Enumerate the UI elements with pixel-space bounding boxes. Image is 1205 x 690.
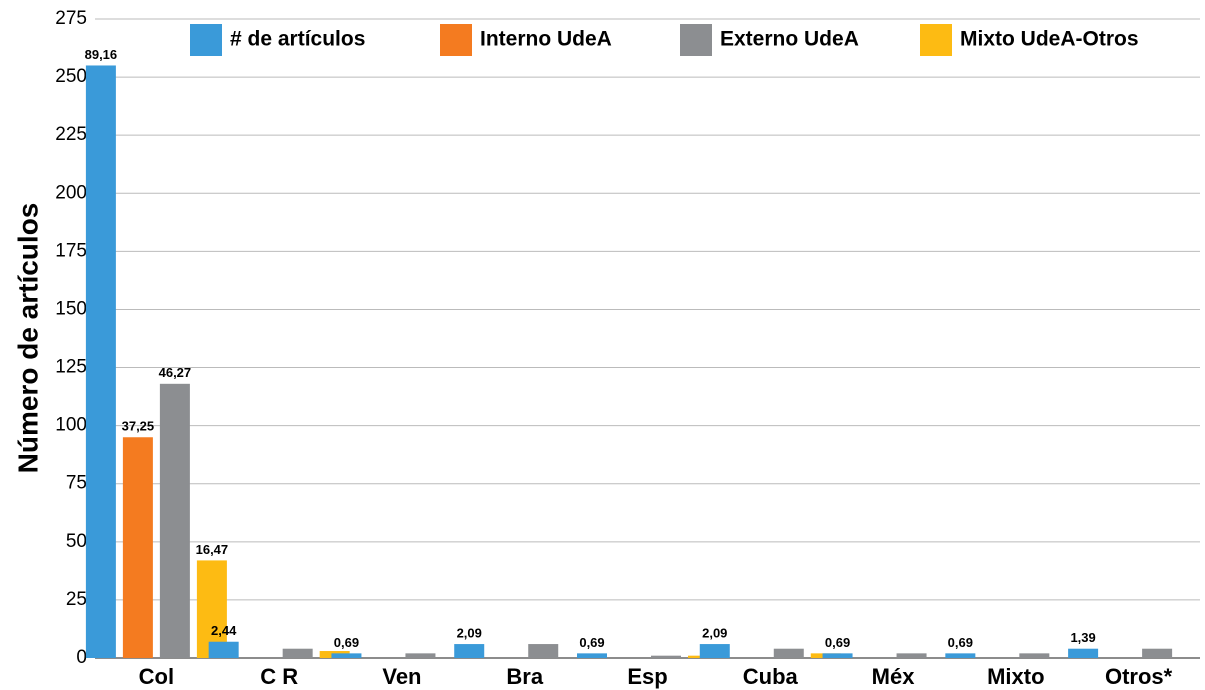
y-tick-label: 125 bbox=[55, 357, 87, 378]
y-tick-label: 75 bbox=[66, 473, 87, 494]
bar bbox=[896, 653, 927, 658]
legend-swatch bbox=[440, 24, 472, 56]
legend-label: Interno UdeA bbox=[480, 28, 612, 51]
percent-label: 0,69 bbox=[825, 635, 850, 650]
legend-label: # de artículos bbox=[230, 28, 365, 51]
legend-swatch bbox=[190, 24, 222, 56]
percent-label: 16,47 bbox=[196, 542, 229, 557]
percent-label: 2,44 bbox=[211, 623, 237, 638]
legend-swatch bbox=[920, 24, 952, 56]
y-tick-label: 50 bbox=[66, 531, 87, 552]
x-tick-label: Méx bbox=[872, 664, 916, 689]
bar bbox=[822, 653, 853, 658]
y-tick-label: 100 bbox=[55, 415, 87, 436]
y-tick-label: 0 bbox=[76, 647, 87, 668]
percent-label: 0,69 bbox=[948, 635, 973, 650]
x-tick-label: Mixto bbox=[987, 664, 1044, 689]
percent-label: 2,09 bbox=[457, 625, 482, 640]
bar bbox=[1142, 648, 1173, 658]
y-tick-label: 250 bbox=[55, 66, 87, 87]
bar bbox=[331, 653, 362, 658]
bar bbox=[122, 437, 153, 658]
bar bbox=[1019, 653, 1050, 658]
y-tick-label: 175 bbox=[55, 240, 87, 261]
y-tick-label: 150 bbox=[55, 298, 87, 319]
bar bbox=[454, 644, 485, 658]
x-tick-label: Col bbox=[139, 664, 174, 689]
percent-label: 2,09 bbox=[702, 625, 727, 640]
legend-label: Mixto UdeA-Otros bbox=[960, 28, 1139, 51]
bar bbox=[528, 644, 559, 658]
y-tick-label: 225 bbox=[55, 124, 87, 145]
percent-label: 46,27 bbox=[159, 365, 192, 380]
percent-label: 1,39 bbox=[1070, 630, 1095, 645]
bar bbox=[1068, 648, 1099, 658]
bar bbox=[208, 641, 239, 658]
x-tick-label: C R bbox=[260, 664, 298, 689]
percent-label: 0,69 bbox=[334, 635, 359, 650]
y-tick-label: 25 bbox=[66, 589, 87, 610]
bar bbox=[159, 383, 190, 658]
y-tick-label: 275 bbox=[55, 8, 87, 29]
legend-swatch bbox=[680, 24, 712, 56]
bar bbox=[282, 648, 313, 658]
legend-label: Externo UdeA bbox=[720, 28, 859, 51]
bar bbox=[577, 653, 607, 658]
percent-label: 89,16 bbox=[85, 47, 118, 62]
bar bbox=[85, 65, 116, 659]
y-tick-label: 200 bbox=[55, 182, 87, 203]
bar bbox=[651, 655, 681, 658]
percent-label: 37,25 bbox=[122, 419, 155, 434]
x-tick-label: Otros* bbox=[1105, 664, 1173, 689]
bar bbox=[405, 653, 436, 658]
bar bbox=[945, 653, 976, 658]
x-tick-label: Esp bbox=[627, 664, 667, 689]
x-tick-label: Cuba bbox=[743, 664, 799, 689]
x-tick-label: Bra bbox=[506, 664, 543, 689]
bar bbox=[773, 648, 804, 658]
percent-label: 0,69 bbox=[579, 635, 604, 650]
bar bbox=[699, 644, 730, 658]
y-axis-title: Número de artículos bbox=[12, 203, 43, 474]
x-tick-label: Ven bbox=[382, 664, 421, 689]
